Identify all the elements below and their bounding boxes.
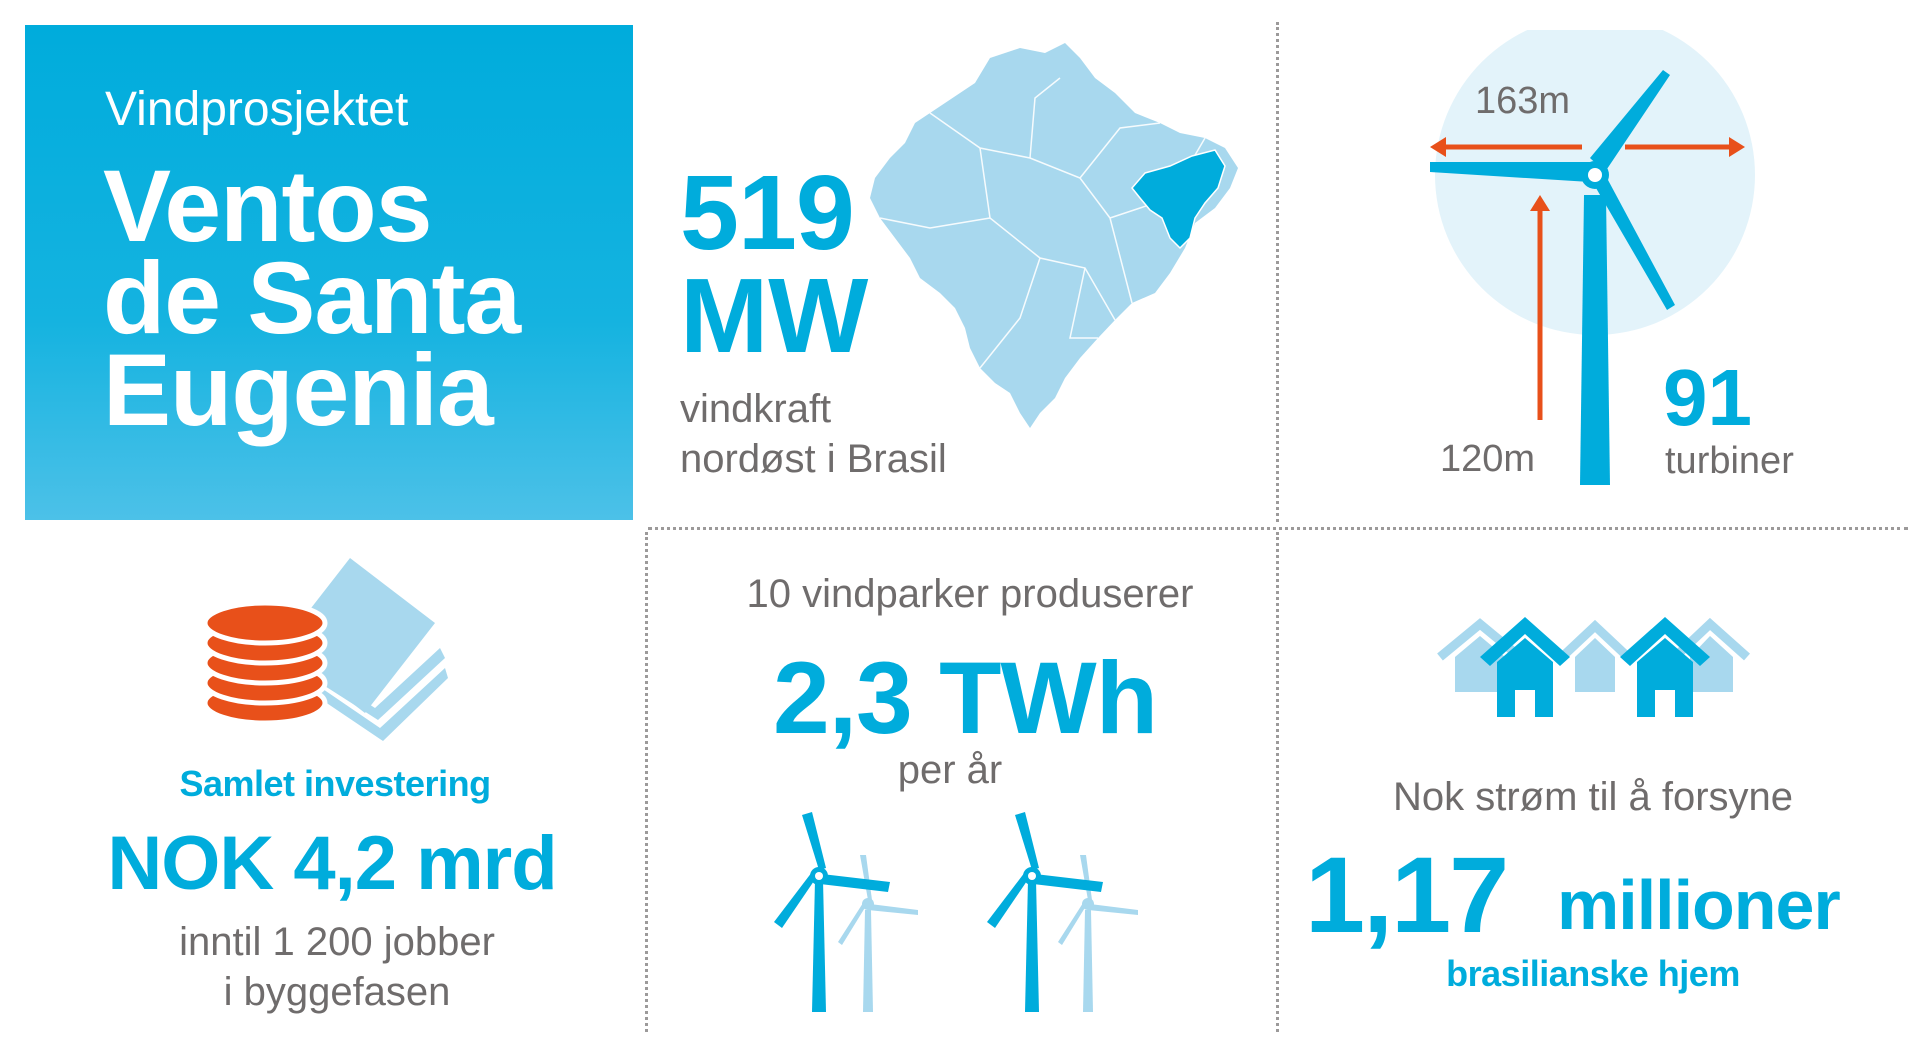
jobs-text: i byggefasen xyxy=(223,970,451,1014)
investment-label: Samlet investering xyxy=(179,763,491,804)
turbine-count-label: turbiner xyxy=(1665,440,1794,482)
production-period: per år xyxy=(897,748,1003,792)
title-panel xyxy=(25,25,633,520)
divider-vertical xyxy=(1276,532,1279,1032)
divider-vertical xyxy=(1276,22,1279,522)
hub-height-label: 120m xyxy=(1440,438,1536,480)
supply-label: Nok strøm til å forsyne xyxy=(1392,775,1794,819)
wind-turbines-icon xyxy=(774,812,1138,1012)
production-value: 2,3 TWh xyxy=(772,641,1158,755)
houses-icon xyxy=(1437,617,1750,717)
homes-unit: millioner xyxy=(1557,866,1841,944)
capacity-desc-line: nordøst i Brasil xyxy=(680,437,947,481)
capacity-description: vindkraft nordøst i Brasil xyxy=(680,384,947,484)
capacity-unit: MW xyxy=(680,257,869,375)
project-title: Ventos de Santa Eugenia xyxy=(103,149,521,447)
divider-vertical xyxy=(645,532,648,1032)
homes-description: brasilianske hjem xyxy=(1446,953,1740,994)
project-title-line: de Santa xyxy=(103,241,521,355)
project-subtitle: Vindprosjektet xyxy=(105,83,409,136)
rotor-diameter-label: 163m xyxy=(1475,80,1571,122)
divider-horizontal xyxy=(648,527,1908,530)
coins-and-banknotes-icon xyxy=(202,558,448,741)
wind-turbine-icon xyxy=(1430,30,1755,485)
project-title-line: Eugenia xyxy=(103,333,494,447)
wind-parks-label: 10 vindparker produserer xyxy=(746,572,1194,616)
turbine-count: 91 xyxy=(1663,353,1752,442)
capacity-value: 519 xyxy=(680,154,855,272)
capacity-desc-line: vindkraft xyxy=(680,387,832,431)
brazil-map-icon xyxy=(870,43,1238,428)
homes-number: 1,17 xyxy=(1305,834,1509,955)
investment-value: NOK 4,2 mrd xyxy=(107,821,557,906)
project-title-line: Ventos xyxy=(103,149,432,263)
jobs-text: inntil 1 200 jobber xyxy=(179,920,495,964)
